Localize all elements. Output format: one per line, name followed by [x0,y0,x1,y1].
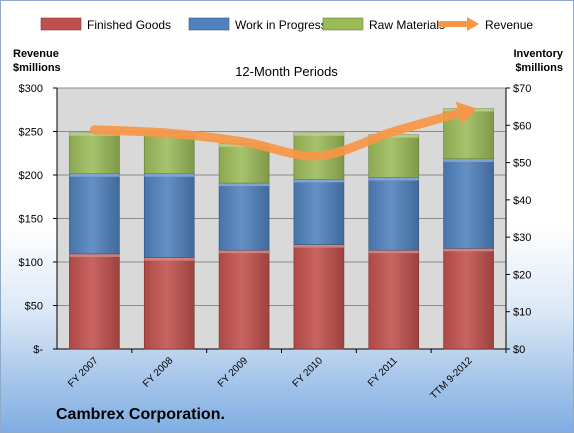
bar-work-in-progress [143,173,195,258]
x-tick-label: FY 2008 [141,355,176,390]
left-tick-label: $100 [19,257,43,269]
bar-finished-goods [218,249,270,350]
right-tick-label: $50 [513,158,531,170]
bar-highlight [368,250,419,254]
bar-highlight [443,248,494,252]
bar-work-in-progress [368,177,420,251]
right-axis-title-line1: Inventory [513,48,563,60]
revenue-arrowhead [455,101,477,125]
chart-subtitle: 12-Month Periods [235,64,338,79]
revenue-line [89,106,474,161]
left-tick-label: $300 [19,83,43,95]
bar-highlight [219,250,270,254]
bar-finished-goods [443,248,494,350]
legend-swatch-arrow [467,17,479,31]
left-tick-label: $250 [19,127,43,139]
x-tick-label: FY 2009 [216,355,251,390]
bar-highlight [293,179,344,183]
right-tick-label: $10 [513,307,531,319]
right-tick-label: $20 [513,269,531,281]
bar-highlight [443,158,494,162]
left-axis-title-line1: Revenue [13,48,59,60]
left-axis-title-line2: $millions [13,62,61,74]
x-tick-label: FY 2011 [366,355,400,389]
legend-label: Finished Goods [87,18,171,32]
bar-finished-goods [143,257,195,350]
bar-raw-materials [69,132,120,175]
legend-swatch-finished-goods [40,17,82,31]
left-tick-label: $- [33,344,43,356]
right-axis-title-line2: $millions [515,62,563,74]
legend-swatch-work-in-progress [188,17,230,31]
bar-finished-goods [368,249,420,350]
right-tick-label: $40 [513,195,531,207]
bar-highlight [219,183,270,187]
right-tick-label: $60 [513,120,531,132]
bar-work-in-progress [443,158,494,249]
right-tick-label: $30 [513,232,531,244]
bar-finished-goods [293,244,345,350]
bar-raw-materials [143,132,195,175]
x-tick-label: FY 2010 [291,355,326,390]
bar-highlight [69,253,120,257]
left-tick-label: $50 [25,301,43,313]
x-tick-label: TTM 9-2012 [428,355,475,402]
bar-highlight [368,177,419,181]
legend-label: Revenue [485,18,533,32]
bar-highlight [144,173,195,177]
right-tick-label: $0 [513,344,525,356]
bar-highlight [69,173,120,177]
bar-work-in-progress [293,179,345,245]
x-tick-label: FY 2007 [66,355,101,390]
legend-label: Raw Materials [369,18,445,32]
bar-finished-goods [69,253,120,350]
bar-highlight [293,244,344,248]
bar-work-in-progress [69,173,120,255]
bar-highlight [144,257,195,261]
legend-swatch-raw-materials [322,17,364,31]
bar-work-in-progress [218,182,270,251]
legend-label: Work in Progress [235,18,327,32]
company-name: Cambrex Corporation. [56,406,225,423]
left-tick-label: $200 [19,170,43,182]
bar-highlight [293,132,344,136]
right-tick-label: $70 [513,83,531,95]
left-tick-label: $150 [19,214,43,226]
